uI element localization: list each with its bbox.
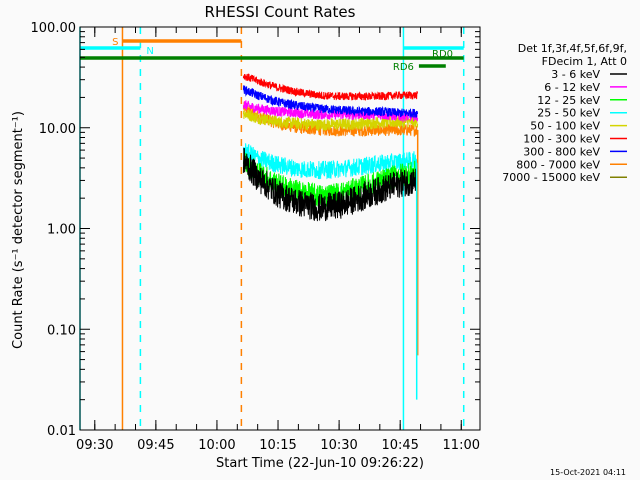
x-tick-label: 10:45 <box>381 438 418 453</box>
bar-label: S <box>112 37 118 48</box>
legend-entry-label: 800 - 7000 keV <box>516 158 600 171</box>
x-tick-label: 11:00 <box>443 438 480 453</box>
x-tick-label: 10:15 <box>259 438 296 453</box>
legend-entry-label: 6 - 12 keV <box>544 81 600 94</box>
series-line-100-300keV <box>242 73 419 101</box>
y-tick-label: 0.10 <box>47 323 76 338</box>
bar-label: N <box>146 46 153 57</box>
render-timestamp: 15-Oct-2021 04:11 <box>550 468 626 477</box>
x-axis-label: Start Time (22-Jun-10 09:26:22) <box>216 456 424 471</box>
y-tick-label: 100.00 <box>31 21 77 36</box>
x-tick-label: 10:00 <box>198 438 235 453</box>
legend-entry-label: 12 - 25 keV <box>537 94 600 107</box>
legend-entry-label: 300 - 800 keV <box>523 145 600 158</box>
bar-label: RD0 <box>432 49 453 60</box>
x-tick-label: 09:45 <box>137 438 174 453</box>
y-tick-label: 10.00 <box>39 122 76 137</box>
series-line-800-7000keV <box>242 101 419 137</box>
chart-title: RHESSI Count Rates <box>205 3 356 21</box>
x-tick-label: 10:30 <box>320 438 357 453</box>
y-axis-label: Count Rate (s⁻¹ detector segment⁻¹) <box>11 111 26 349</box>
legend-entry-label: 3 - 6 keV <box>551 68 600 81</box>
series-line-300-800keV <box>242 85 419 118</box>
legend-entry-label: 50 - 100 keV <box>530 120 600 133</box>
bar-label: RD6 <box>393 62 414 73</box>
legend-header: FDecim 1, Att 0 <box>542 55 627 68</box>
x-tick-label: 09:30 <box>76 438 113 453</box>
legend-entry-label: 25 - 50 keV <box>537 107 600 120</box>
series-line-3-6keV <box>242 147 419 222</box>
legend-entry-label: 7000 - 15000 keV <box>502 171 600 184</box>
legend-header: Det 1f,3f,4f,5f,6f,9f, <box>518 42 627 55</box>
y-tick-label: 0.01 <box>47 424 76 439</box>
series-line-25-50keV <box>242 143 419 180</box>
legend-entry-label: 100 - 300 keV <box>523 133 600 146</box>
y-tick-label: 1.00 <box>47 223 76 238</box>
